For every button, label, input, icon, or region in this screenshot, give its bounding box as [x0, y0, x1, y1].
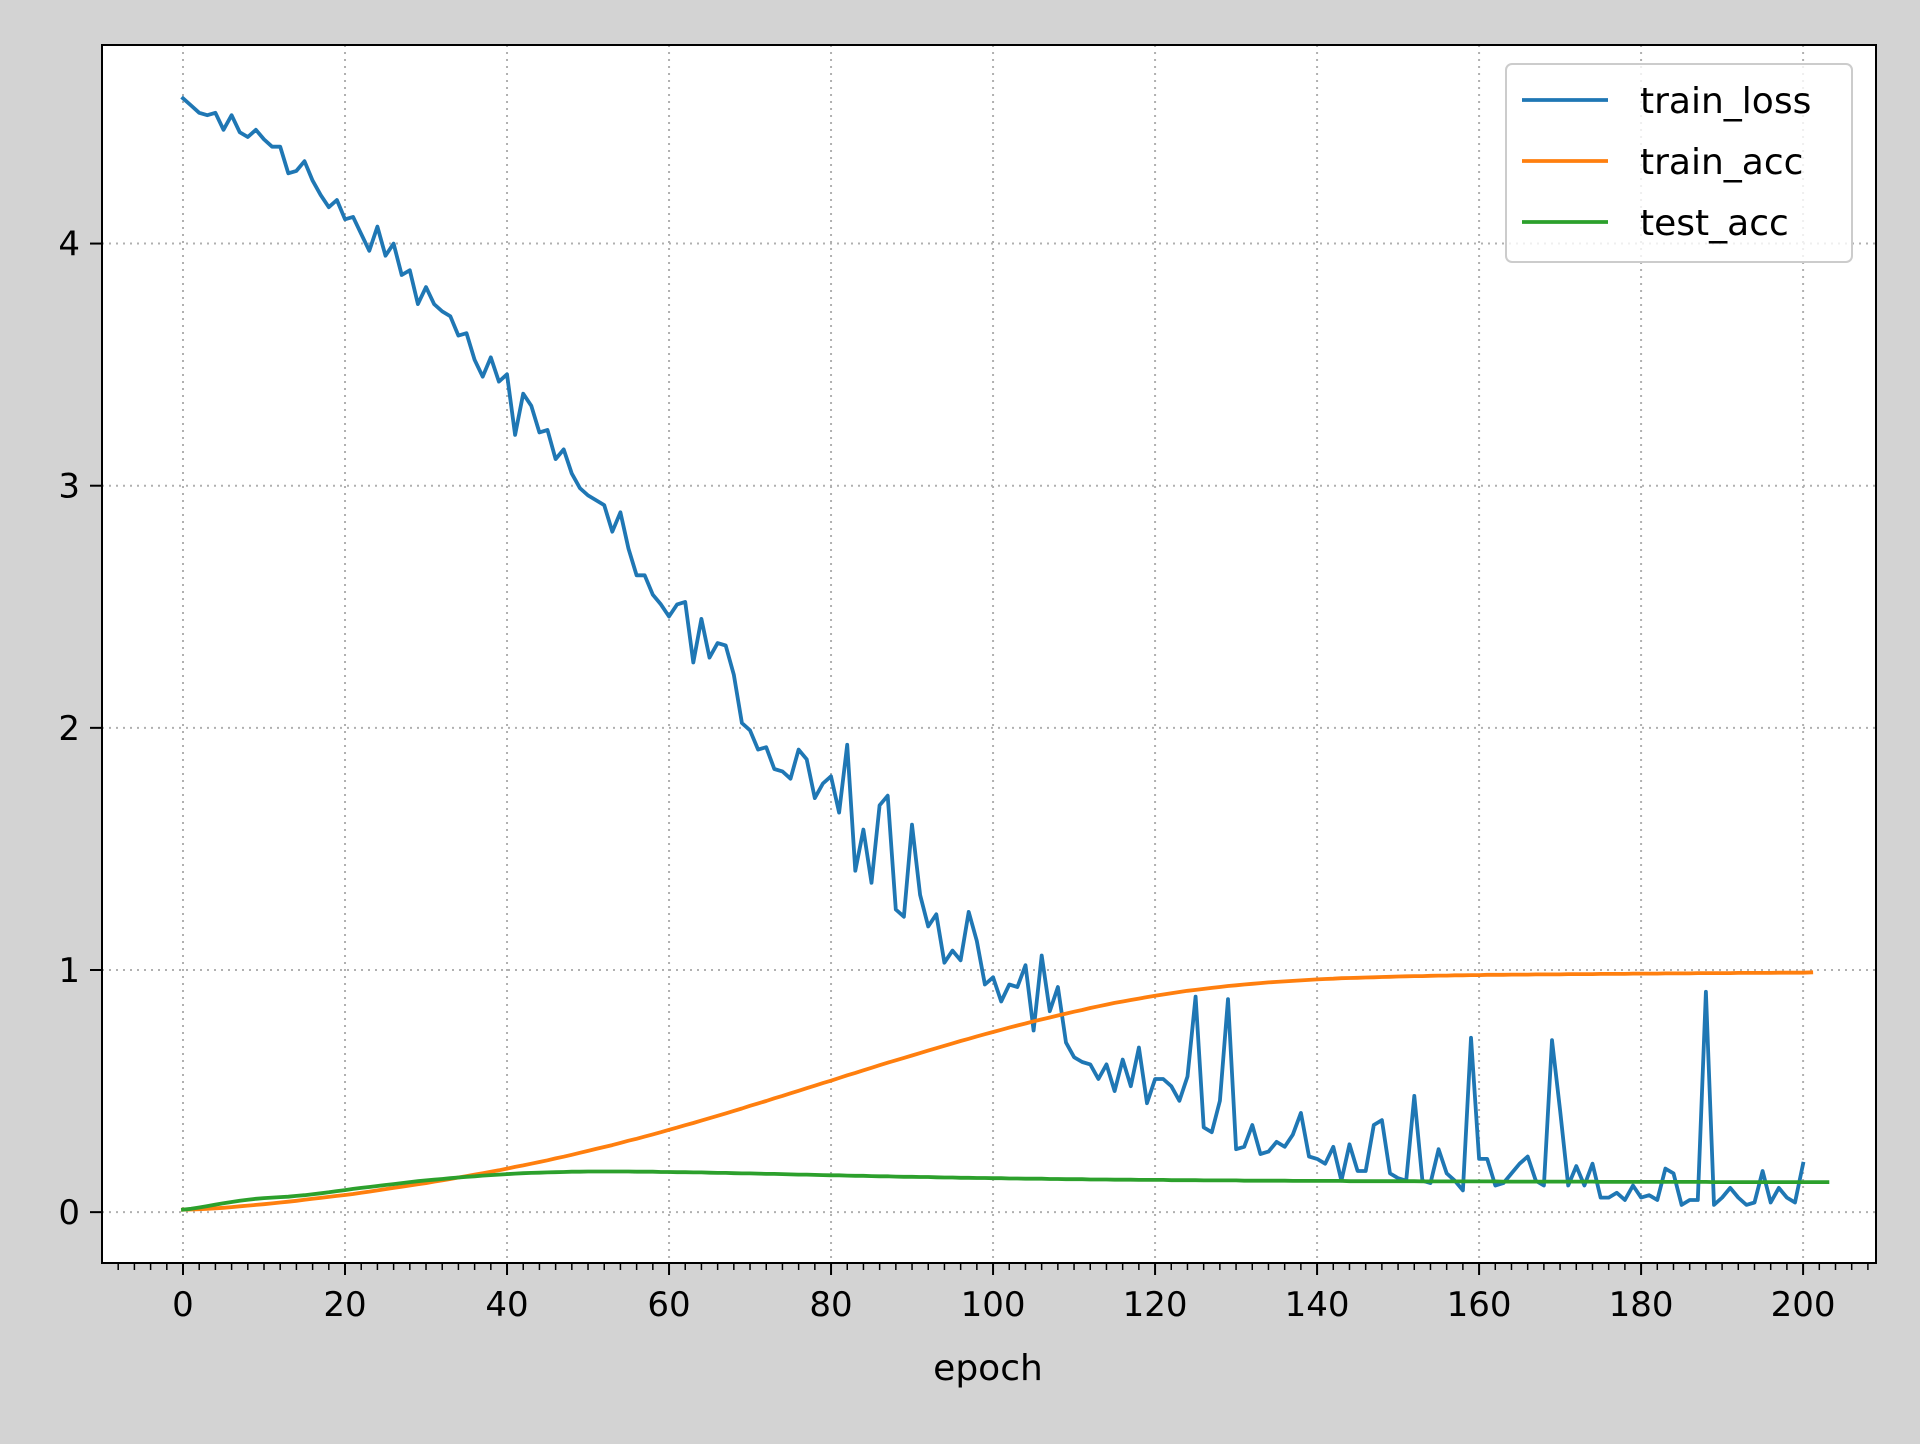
- x-tick-label: 0: [172, 1285, 194, 1325]
- x-tick-label: 180: [1609, 1285, 1674, 1325]
- x-tick-label: 140: [1285, 1285, 1350, 1325]
- plot-frame: [101, 44, 1877, 1264]
- x-tick-label: 200: [1771, 1285, 1836, 1325]
- legend-box: [1505, 63, 1853, 263]
- x-tick-label: 100: [961, 1285, 1026, 1325]
- y-tick-label: 4: [58, 225, 80, 265]
- x-tick-label: 20: [323, 1285, 366, 1325]
- y-tick-label: 1: [58, 951, 80, 991]
- grid: [102, 45, 1876, 1263]
- legend-label: train_loss: [1640, 81, 1811, 122]
- series-lines: [180, 95, 1830, 1212]
- y-tick-label: 2: [58, 709, 80, 749]
- legend-label: train_acc: [1640, 142, 1803, 183]
- x-tick-label: 160: [1447, 1285, 1512, 1325]
- x-tick-label: 120: [1123, 1285, 1188, 1325]
- x-tick-label: 40: [485, 1285, 528, 1325]
- series-line-train-loss: [180, 95, 1806, 1207]
- x-axis-label: epoch: [933, 1348, 1043, 1389]
- legend: train_loss train_acc test_acc: [1505, 63, 1853, 263]
- y-tick-label: 0: [58, 1193, 80, 1233]
- axis-ticks: 0 20 40 60 80 100 120 140 160 180 200 0 1 2 3 4: [58, 225, 1869, 1325]
- y-tick-label: 3: [58, 467, 80, 507]
- series-line-test-acc: [180, 1169, 1830, 1212]
- legend-label: test_acc: [1640, 203, 1789, 244]
- x-tick-label: 80: [809, 1285, 852, 1325]
- x-tick-label: 60: [647, 1285, 690, 1325]
